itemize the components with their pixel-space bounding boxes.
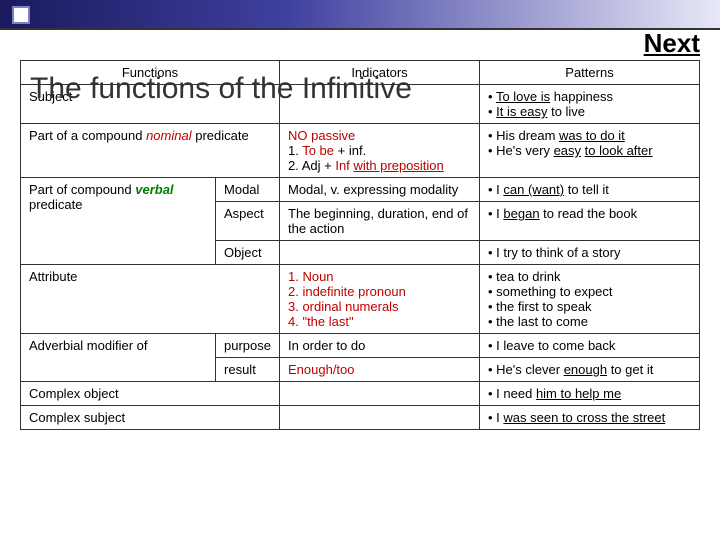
page-title: The functions of the Infinitive [30, 72, 412, 106]
cell-adverbial-purpose-pat: I leave to come back [480, 334, 700, 358]
cell-attribute: Attribute [21, 265, 280, 334]
cell-complex-subject-ind [280, 406, 480, 430]
cell-verbal-aspect-ind: The beginning, duration, end of the acti… [280, 202, 480, 241]
cell-attribute-ind: 1. Noun2. indefinite pronoun3. ordinal n… [280, 265, 480, 334]
header-patterns: Patterns [480, 61, 700, 85]
cell-nominal: Part of a compound nominal predicate [21, 124, 280, 178]
cell-verbal-modal: Modal [216, 178, 280, 202]
header-gradient [0, 0, 720, 30]
cell-nominal-ind: NO passive1. To be + inf.2. Adj + Inf wi… [280, 124, 480, 178]
cell-verbal-aspect: Aspect [216, 202, 280, 241]
next-link[interactable]: Next [644, 28, 700, 59]
cell-adverbial-purpose: purpose [216, 334, 280, 358]
cell-verbal-object: Object [216, 241, 280, 265]
cell-complex-object-pat: I need him to help me [480, 382, 700, 406]
infinitive-functions-table: Functions Indicators Patterns Subject To… [20, 60, 700, 430]
cell-adverbial-result-ind: Enough/too [280, 358, 480, 382]
cell-adverbial: Adverbial modifier of [21, 334, 216, 382]
deco-square-icon [12, 6, 30, 24]
cell-verbal: Part of compound verbal predicate [21, 178, 216, 265]
cell-verbal-aspect-pat: I began to read the book [480, 202, 700, 241]
cell-verbal-modal-pat: I can (want) to tell it [480, 178, 700, 202]
cell-complex-subject: Complex subject [21, 406, 280, 430]
cell-adverbial-purpose-ind: In order to do [280, 334, 480, 358]
cell-nominal-pat: His dream was to do itHe's very easy to … [480, 124, 700, 178]
cell-complex-subject-pat: I was seen to cross the street [480, 406, 700, 430]
cell-verbal-modal-ind: Modal, v. expressing modality [280, 178, 480, 202]
cell-attribute-pat: tea to drinksomething to expectthe first… [480, 265, 700, 334]
cell-verbal-object-pat: I try to think of a story [480, 241, 700, 265]
cell-adverbial-result: result [216, 358, 280, 382]
cell-adverbial-result-pat: He's clever enough to get it [480, 358, 700, 382]
cell-complex-object: Complex object [21, 382, 280, 406]
cell-subject-pat: To love is happiness It is easy to live [480, 85, 700, 124]
cell-complex-object-ind [280, 382, 480, 406]
cell-verbal-object-ind [280, 241, 480, 265]
